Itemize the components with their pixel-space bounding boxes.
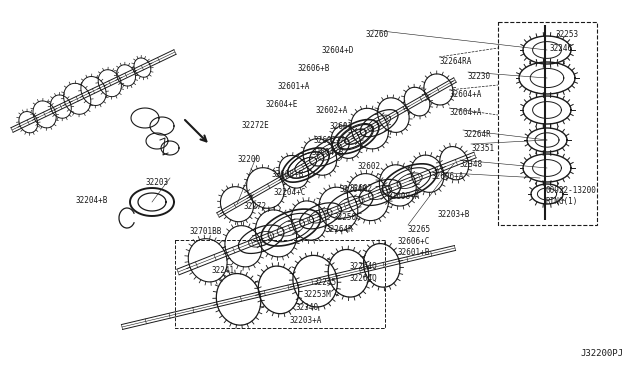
Text: 32604+D: 32604+D (322, 46, 355, 55)
Text: 32272E: 32272E (242, 121, 269, 130)
Text: 32602+A: 32602+A (313, 136, 346, 145)
Text: 32260: 32260 (365, 30, 388, 39)
Text: 32246: 32246 (549, 44, 572, 53)
Text: 32203: 32203 (145, 178, 168, 187)
Text: 32241: 32241 (211, 266, 234, 275)
Text: 32272: 32272 (244, 202, 267, 211)
Text: 32253M: 32253M (304, 290, 332, 299)
Text: 32601: 32601 (330, 122, 353, 131)
Text: 32606+A: 32606+A (432, 172, 465, 181)
Text: 32351: 32351 (471, 144, 494, 153)
Text: 32608+A: 32608+A (387, 192, 419, 201)
Text: 32601+A: 32601+A (277, 82, 309, 91)
Text: 32604+E: 32604+E (265, 100, 298, 109)
Text: 32601+B: 32601+B (398, 248, 430, 257)
Text: 32606+B: 32606+B (298, 64, 330, 73)
Text: 32203+B: 32203+B (437, 210, 469, 219)
Text: J32200PJ: J32200PJ (580, 349, 623, 358)
Text: 32204+C: 32204+C (273, 188, 305, 197)
Text: 32602: 32602 (349, 184, 372, 193)
Text: 32608+B: 32608+B (271, 170, 303, 179)
Text: 32264Q: 32264Q (349, 262, 377, 271)
Text: 32230: 32230 (468, 72, 491, 81)
Text: 32604+A: 32604+A (449, 108, 481, 117)
Text: 32204+B: 32204+B (76, 196, 108, 205)
Text: 32340: 32340 (295, 303, 318, 312)
Bar (175, 240, 385, 328)
Text: 32602: 32602 (357, 162, 380, 171)
Text: 32602+A: 32602+A (315, 106, 348, 115)
Text: 32264R: 32264R (326, 225, 354, 234)
Text: 32348: 32348 (460, 160, 483, 169)
Text: 32606+C: 32606+C (398, 237, 430, 246)
Text: 32200: 32200 (237, 155, 260, 164)
Bar (498, 22, 597, 225)
Text: 32264R: 32264R (463, 130, 491, 139)
Text: 32264Q: 32264Q (349, 274, 377, 283)
Text: 32604+A: 32604+A (449, 90, 481, 99)
Text: 32253: 32253 (556, 30, 579, 39)
Text: 32250: 32250 (333, 213, 356, 222)
Text: 32604+B: 32604+B (311, 148, 344, 157)
Text: 32203+A: 32203+A (289, 316, 321, 325)
Text: 32701BB: 32701BB (190, 227, 222, 236)
Text: 00922-13200: 00922-13200 (546, 186, 597, 195)
Text: 32245: 32245 (313, 278, 336, 287)
Text: 32264RA: 32264RA (439, 57, 472, 66)
Text: RING(1): RING(1) (546, 197, 579, 206)
Text: 32264R: 32264R (339, 185, 367, 194)
Text: 32265: 32265 (408, 225, 431, 234)
